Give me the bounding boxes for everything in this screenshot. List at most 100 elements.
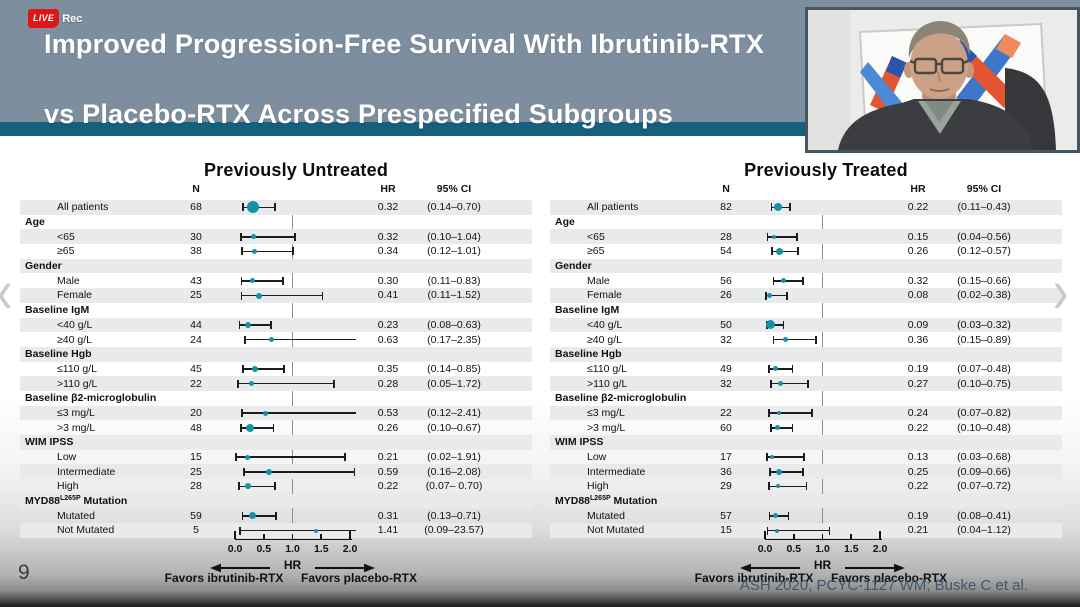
ci-bar — [240, 529, 356, 532]
column-header-ci: 95% CI — [436, 183, 472, 195]
column-header-ci: 95% CI — [966, 183, 1002, 195]
row-label: MYD88L265P Mutation — [25, 495, 128, 508]
ci-bar — [769, 412, 813, 414]
n-value: 28 — [720, 230, 732, 243]
hr-marker — [780, 278, 786, 284]
subgroup-header-row: WIM IPSS — [20, 435, 532, 450]
axis-tick-label: 1.5 — [843, 543, 859, 555]
hr-marker — [775, 484, 780, 489]
next-slide-button[interactable]: › — [1053, 255, 1069, 327]
ci-bar — [767, 235, 798, 238]
ci-cap-left — [772, 276, 775, 285]
ci-cap-left — [242, 364, 244, 373]
hr-marker — [268, 337, 274, 343]
ci-cap-left — [240, 291, 243, 300]
ci-bar — [243, 206, 276, 209]
ci-value: (0.09–23.57) — [424, 524, 484, 537]
column-header-hr: HR — [910, 183, 926, 195]
ci-value: (0.14–0.85) — [427, 362, 481, 375]
hr-marker — [249, 278, 255, 284]
column-header-hr: HR — [380, 183, 396, 195]
forest-row: >3 mg/L 60 0.22 (0.10–0.48) — [550, 420, 1062, 435]
ci-bar — [769, 368, 793, 370]
hr-value: 0.22 — [907, 421, 929, 434]
axis-tick — [879, 531, 881, 539]
row-label: Age — [25, 216, 45, 229]
row-label: Gender — [555, 260, 592, 273]
ci-bar — [241, 294, 323, 297]
axis-tick — [234, 531, 236, 539]
ci-value: (0.10–0.67) — [427, 421, 481, 434]
subgroup-header-row: Baseline Hgb — [20, 346, 532, 362]
row-label: Not Mutated — [57, 524, 115, 537]
slide-title: Improved Progression-Free Survival With … — [44, 27, 764, 132]
axis-tick — [850, 534, 853, 539]
n-value: 20 — [190, 406, 202, 419]
ci-value: (0.11–0.43) — [957, 201, 1011, 214]
ci-cap-right — [274, 482, 277, 491]
ci-cap-right — [333, 379, 335, 388]
row-label: >3 mg/L — [587, 421, 626, 434]
hr-marker — [775, 528, 780, 533]
axis-tick-label: 2.0 — [872, 543, 888, 555]
prev-slide-button[interactable]: ‹ — [0, 260, 12, 322]
ci-bar — [770, 470, 803, 473]
ci-bar — [239, 485, 276, 488]
ci-bar — [241, 412, 356, 414]
ci-bar — [766, 456, 805, 458]
ci-bar — [769, 515, 789, 517]
ci-value: (0.07–0.82) — [957, 406, 1011, 419]
ci-cap-right — [787, 511, 790, 520]
n-value: 44 — [190, 318, 202, 331]
forest-row: <40 g/L 44 0.23 (0.08–0.63) — [20, 317, 532, 333]
ci-value: (0.09–0.66) — [957, 465, 1011, 478]
forest-row: Male 56 0.32 (0.15–0.66) — [550, 273, 1062, 288]
favors-left-arrow-icon — [210, 560, 272, 578]
ci-cap-left — [239, 423, 242, 432]
row-label: >3 mg/L — [57, 421, 96, 434]
ci-bar — [241, 280, 283, 282]
hr-value: 0.27 — [907, 377, 929, 390]
n-value: 15 — [720, 524, 732, 537]
hr-marker — [773, 513, 779, 519]
axis-tick — [291, 534, 294, 539]
forest-row: High 28 0.22 (0.07– 0.70) — [20, 479, 532, 494]
ci-bar — [766, 294, 787, 297]
ci-value: (0.04–0.56) — [957, 230, 1011, 243]
row-label: Baseline IgM — [555, 304, 620, 317]
column-header-n: N — [722, 183, 730, 195]
ci-bar — [766, 324, 784, 326]
ci-cap-left — [238, 320, 241, 329]
ci-cap-right — [796, 247, 799, 256]
ci-cap-right — [344, 453, 346, 462]
favors-left-arrow-icon — [740, 560, 802, 578]
ci-bar — [771, 250, 798, 253]
n-value: 30 — [190, 230, 202, 243]
ci-value: (0.15–0.66) — [957, 274, 1011, 287]
ci-cap-right — [274, 203, 277, 212]
hr-value: 0.23 — [377, 318, 399, 331]
row-label: Male — [587, 274, 610, 287]
live-badge-icon: LIVE — [28, 9, 60, 28]
forest-row: Intermediate 36 0.25 (0.09–0.66) — [550, 464, 1062, 480]
row-label: Baseline β2-microglobulin — [555, 392, 687, 405]
ci-cap-left — [239, 526, 241, 535]
forest-row: Female 25 0.41 (0.11–1.52) — [20, 288, 532, 303]
ci-cap-right — [270, 320, 273, 329]
row-label: <65 — [57, 230, 75, 243]
ci-value: (0.16–2.08) — [427, 465, 481, 478]
hr-value: 0.32 — [377, 201, 399, 214]
forest-row: >110 g/L 32 0.27 (0.10–0.75) — [550, 376, 1062, 391]
hr-marker — [765, 320, 775, 330]
row-label: Baseline Hgb — [555, 348, 622, 361]
hr-value: 1.41 — [377, 524, 399, 537]
forest-panel-previously-untreated: Previously Untreated All patients 68 0.32 (… — [20, 160, 532, 600]
forest-row: >110 g/L 22 0.28 (0.05–1.72) — [20, 376, 532, 391]
ci-value: (0.04–1.12) — [957, 524, 1011, 537]
row-label: Baseline Hgb — [25, 348, 92, 361]
n-value: 22 — [720, 406, 732, 419]
favors-left-label: Favors ibrutinib-RTX — [164, 571, 284, 585]
ci-bar — [244, 338, 356, 341]
hr-axis: 0.0 0.5 1.0 1.5 2.0 HR Favors ibrutinib-RTX Fav… — [550, 531, 1062, 599]
ci-cap-right — [791, 423, 794, 432]
